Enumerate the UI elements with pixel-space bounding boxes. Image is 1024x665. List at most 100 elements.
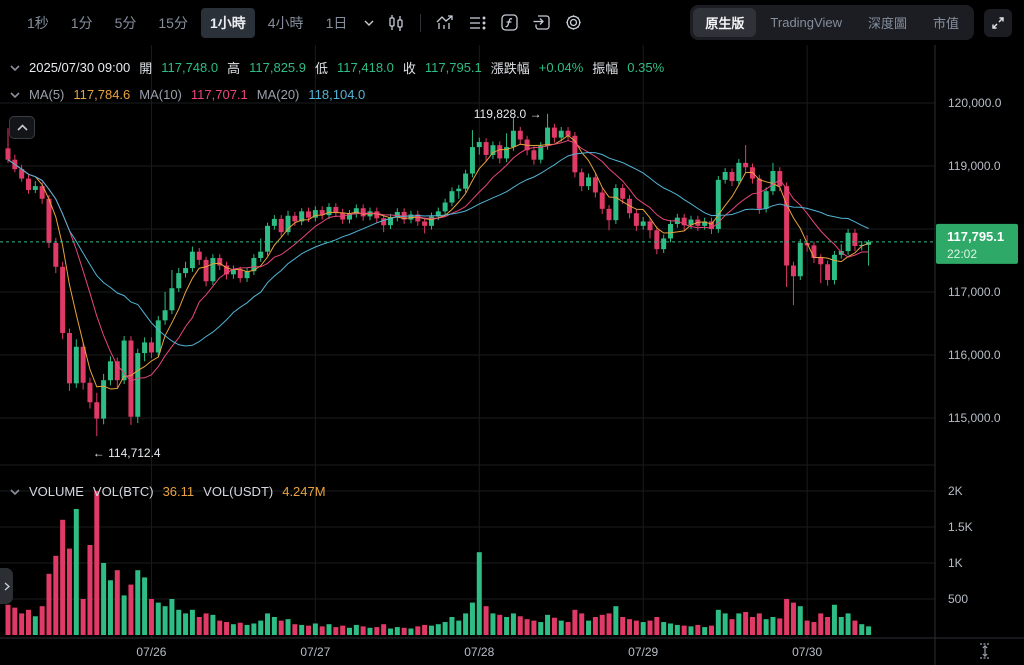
volume-bar	[169, 599, 175, 635]
candle	[210, 257, 216, 282]
volume-bar	[818, 613, 824, 635]
collapse-volume-icon[interactable]	[10, 488, 20, 495]
candle	[25, 178, 31, 190]
volume-bar	[94, 491, 100, 635]
volume-bar	[722, 613, 728, 635]
close-label: 收	[402, 61, 416, 76]
view-tab-marketcap[interactable]: 市值	[932, 16, 959, 31]
volume-bar	[326, 624, 332, 635]
view-tab-native[interactable]: 原生版	[693, 8, 757, 37]
volume-bar	[606, 613, 612, 635]
formula-icon[interactable]	[495, 9, 523, 37]
volume-bar	[497, 614, 503, 635]
collapse-ohlc-icon[interactable]	[10, 64, 20, 71]
candle	[504, 147, 510, 159]
candle	[790, 265, 796, 277]
ohlc-legend: 2025/07/30 09:00 開 117,748.0 高 117,825.9…	[10, 58, 664, 77]
price-scale-tool-icon[interactable]	[970, 641, 1000, 661]
volume-bar	[312, 623, 318, 635]
volume-bar	[620, 617, 626, 635]
candle	[183, 268, 189, 274]
candle	[19, 169, 25, 179]
volume-bar	[859, 624, 865, 635]
indicators-icon[interactable]	[431, 9, 459, 37]
candle	[381, 218, 387, 226]
candle	[203, 259, 209, 282]
interval-1d[interactable]: 1日	[325, 14, 348, 31]
volume-bar	[230, 624, 236, 635]
volume-bar	[80, 599, 86, 635]
candle	[743, 162, 749, 168]
volume-bar	[196, 617, 202, 635]
svg-text:07/26: 07/26	[136, 645, 166, 659]
volume-bar	[586, 620, 592, 635]
volume-bar	[142, 577, 148, 635]
interval-1m[interactable]: 1分	[70, 14, 93, 31]
volume-bar	[401, 627, 407, 635]
vol-usdt-label: VOL(USDT)	[203, 484, 274, 499]
volume-bar	[790, 602, 796, 635]
candle	[394, 211, 400, 218]
svg-text:07/30: 07/30	[792, 645, 822, 659]
fullscreen-button[interactable]	[984, 8, 1012, 37]
candle	[777, 171, 783, 187]
chevron-down-icon[interactable]	[360, 9, 378, 37]
interval-5m[interactable]: 5分	[114, 14, 137, 31]
candle	[422, 221, 428, 226]
candle	[94, 402, 100, 419]
interval-1h-selected[interactable]: 1小時	[200, 7, 255, 38]
view-switcher: 原生版 TradingView 深度圖 市值	[690, 5, 1012, 40]
volume-bar	[25, 609, 31, 635]
candlestick-style-icon[interactable]	[382, 9, 410, 37]
collapse-pane-button[interactable]	[9, 116, 35, 139]
volume-bar	[374, 627, 380, 635]
change-value: +0.04%	[538, 60, 584, 75]
volume-bar	[442, 622, 448, 635]
interval-4h[interactable]: 4小時	[267, 14, 304, 31]
volume-bar	[538, 622, 544, 635]
collapse-ma-icon[interactable]	[10, 91, 20, 98]
candle	[551, 127, 557, 138]
compare-icon[interactable]	[527, 9, 555, 37]
candle	[135, 353, 141, 417]
volume-bar	[743, 611, 749, 635]
volume-bar	[101, 563, 107, 635]
volume-bar	[681, 625, 687, 635]
volume-bar	[435, 624, 441, 635]
candle	[162, 310, 168, 321]
candle	[722, 171, 728, 180]
svg-text:1.5K: 1.5K	[948, 520, 973, 534]
vol-usdt-value: 4.247M	[282, 484, 326, 499]
volume-title: VOLUME	[29, 484, 84, 499]
volume-bar	[381, 624, 387, 635]
volume-bar	[189, 609, 195, 635]
volume-bar	[107, 580, 113, 635]
volume-bar	[647, 620, 653, 635]
legend-settings-icon[interactable]	[463, 9, 491, 37]
view-tab-tradingview[interactable]: TradingView	[770, 15, 842, 30]
svg-text:07/28: 07/28	[464, 645, 494, 659]
side-panel-handle[interactable]	[0, 568, 13, 604]
volume-bar	[524, 619, 530, 635]
volume-axis[interactable]: 2K 1.5K 1K 500	[948, 484, 973, 606]
candle	[831, 254, 837, 281]
svg-text:22:02: 22:02	[947, 247, 977, 261]
interval-1s[interactable]: 1秒	[27, 14, 49, 31]
candle	[169, 288, 175, 311]
candle	[756, 178, 762, 209]
candle	[32, 186, 38, 190]
volume-bar	[483, 606, 489, 635]
settings-gear-icon[interactable]	[559, 9, 587, 37]
svg-text:117,000.0: 117,000.0	[948, 285, 1001, 299]
volume-bar	[114, 570, 120, 635]
volume-bar	[292, 624, 298, 635]
grid-lines	[0, 45, 935, 638]
time-axis[interactable]: 07/26 07/27 07/28 07/29 07/30	[136, 645, 822, 659]
view-tab-depth[interactable]: 深度圖	[867, 16, 907, 31]
svg-text:07/27: 07/27	[300, 645, 330, 659]
volume-bar	[319, 626, 325, 635]
candle	[265, 225, 271, 252]
interval-15m[interactable]: 15分	[158, 14, 188, 31]
volume-bar	[763, 619, 769, 635]
